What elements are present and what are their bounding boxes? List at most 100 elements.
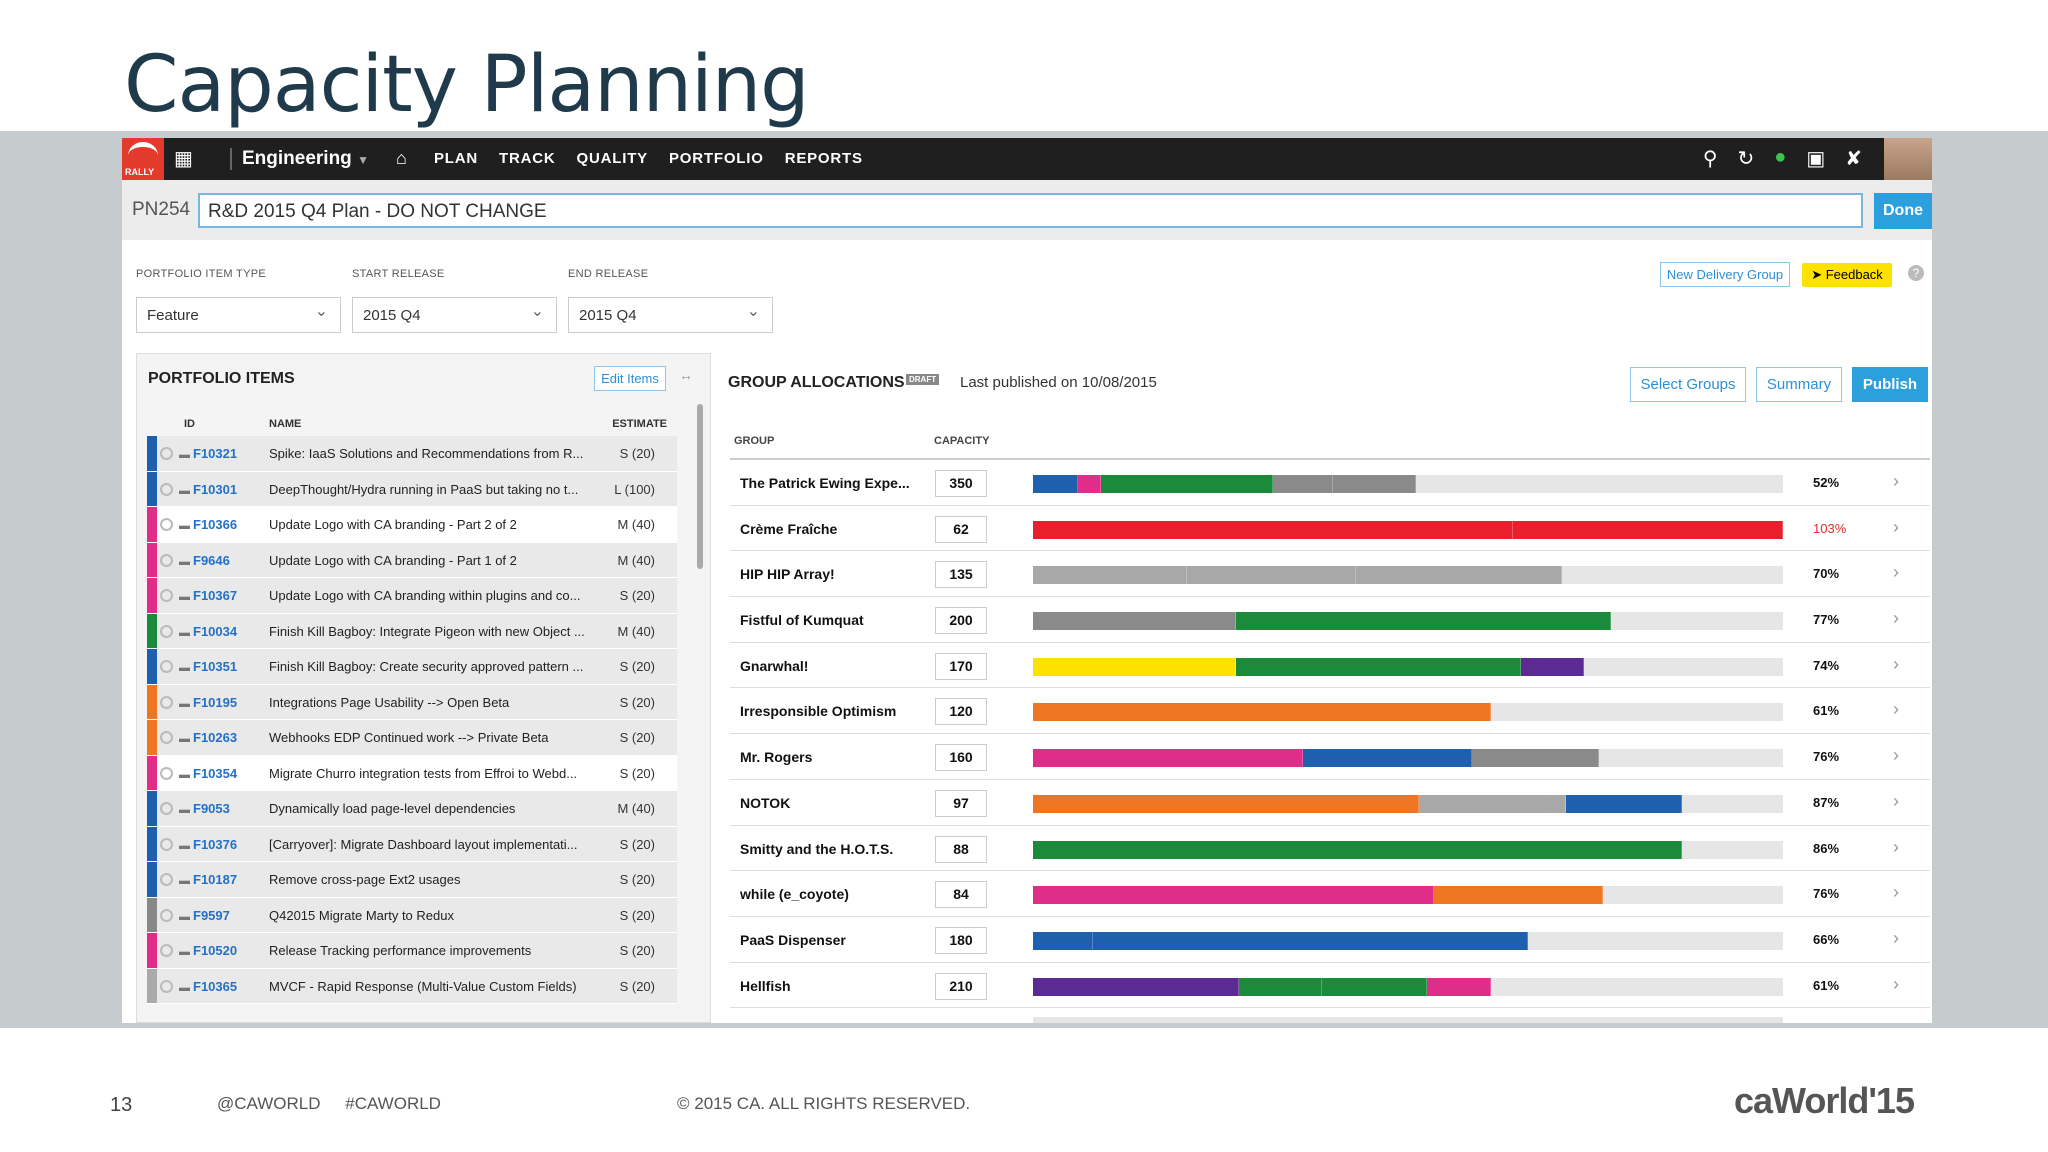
allocation-segment[interactable]: [1273, 475, 1333, 493]
group-name[interactable]: Crème Fraîche: [740, 520, 838, 537]
capacity-input[interactable]: 180: [935, 926, 987, 954]
item-id[interactable]: F10367: [179, 588, 237, 603]
allocation-segment[interactable]: [1186, 566, 1356, 585]
capacity-input[interactable]: 135: [935, 561, 987, 589]
nav-reports[interactable]: REPORTS: [784, 150, 863, 167]
table-row[interactable]: F10366 Update Logo with CA branding - Par…: [147, 507, 677, 543]
table-row[interactable]: F10263 Webhooks EDP Continued work --> Pr…: [147, 720, 677, 756]
gear-icon[interactable]: [160, 447, 173, 460]
allocation-segment[interactable]: [1093, 931, 1528, 950]
allocation-segment[interactable]: [1033, 749, 1303, 768]
allocation-segment[interactable]: [1078, 475, 1101, 493]
item-id[interactable]: F10321: [179, 446, 237, 461]
allocation-segment[interactable]: [1033, 612, 1236, 631]
capacity-input[interactable]: 88: [935, 835, 987, 863]
edit-items-button[interactable]: Edit Items: [594, 366, 666, 391]
table-row[interactable]: F10034 Finish Kill Bagboy: Integrate Pige…: [147, 613, 677, 649]
gear-icon[interactable]: [160, 873, 173, 886]
gear-icon[interactable]: [160, 660, 173, 673]
capacity-input[interactable]: 350: [935, 470, 987, 497]
allocation-segment[interactable]: [1033, 520, 1513, 539]
gear-icon[interactable]: [160, 979, 173, 993]
gear-icon[interactable]: [160, 802, 173, 815]
allocation-segment[interactable]: [1419, 794, 1566, 813]
group-row[interactable]: HIP HIP Array! 135 70% ›: [730, 551, 1930, 598]
end-release-select[interactable]: 2015 Q4: [568, 297, 773, 333]
start-release-select[interactable]: 2015 Q4: [352, 297, 557, 333]
group-name[interactable]: PaaS Dispenser: [740, 931, 846, 948]
chevron-right-icon[interactable]: ›: [1893, 745, 1899, 766]
item-id[interactable]: F10195: [179, 695, 237, 710]
allocation-segment[interactable]: [1033, 703, 1491, 722]
chevron-right-icon[interactable]: ›: [1893, 790, 1899, 811]
table-row[interactable]: F10367 Update Logo with CA branding withi…: [147, 578, 677, 614]
item-id[interactable]: F10376: [179, 837, 237, 852]
table-row[interactable]: F10301 DeepThought/Hydra running in PaaS …: [147, 471, 677, 507]
allocation-segment[interactable]: [1033, 475, 1078, 493]
item-id[interactable]: F10263: [179, 730, 237, 745]
item-id[interactable]: F10351: [179, 659, 237, 674]
allocation-segment[interactable]: [1239, 977, 1322, 996]
group-name[interactable]: Irresponsible Optimism: [740, 703, 897, 720]
item-id[interactable]: F10187: [179, 872, 237, 887]
briefcase-icon[interactable]: ▣: [1806, 148, 1826, 170]
group-row[interactable]: Irresponsible Optimism 120 61% ›: [730, 688, 1930, 735]
gear-icon[interactable]: [160, 837, 173, 851]
allocation-segment[interactable]: [1333, 475, 1416, 493]
scrollbar[interactable]: [697, 404, 703, 569]
group-name[interactable]: while (e_coyote): [740, 886, 849, 903]
gear-icon[interactable]: [160, 624, 173, 638]
chevron-right-icon[interactable]: ›: [1893, 973, 1899, 994]
gear-icon[interactable]: [160, 908, 173, 922]
allocation-segment[interactable]: [1235, 612, 1611, 631]
item-id[interactable]: F10365: [179, 979, 237, 994]
avatar[interactable]: [1884, 138, 1932, 180]
item-id[interactable]: F10034: [179, 624, 237, 639]
group-row[interactable]: Crème Fraîche 62 103% ›: [730, 506, 1930, 552]
summary-button[interactable]: Summary: [1756, 367, 1842, 402]
item-id[interactable]: F10354: [179, 766, 237, 781]
gear-icon[interactable]: [160, 553, 173, 567]
search-icon[interactable]: ⚲: [1702, 148, 1718, 170]
group-name[interactable]: Fistful of Kumquat: [740, 612, 864, 629]
table-row[interactable]: F9597 Q42015 Migrate Marty to Redux S (20): [147, 897, 677, 933]
chevron-right-icon[interactable]: ›: [1893, 562, 1899, 583]
publish-button[interactable]: Publish: [1852, 367, 1928, 402]
gear-icon[interactable]: [160, 766, 173, 780]
done-button[interactable]: Done: [1874, 193, 1932, 229]
group-name[interactable]: Smitty and the H.O.T.S.: [740, 840, 894, 857]
nav-portfolio[interactable]: PORTFOLIO: [668, 150, 764, 167]
header-name[interactable]: NAME: [269, 418, 302, 430]
chevron-right-icon[interactable]: ›: [1893, 882, 1899, 903]
table-row[interactable]: F10351 Finish Kill Bagboy: Create securit…: [147, 649, 677, 685]
chevron-right-icon[interactable]: ›: [1893, 471, 1899, 491]
capacity-input[interactable]: 200: [935, 607, 987, 635]
allocation-segment[interactable]: [1033, 657, 1236, 676]
chevron-right-icon[interactable]: ›: [1893, 653, 1899, 674]
allocation-segment[interactable]: [1426, 977, 1491, 996]
header-id[interactable]: ID: [184, 418, 195, 430]
workspace-picker[interactable]: Engineering ▼: [230, 148, 369, 170]
allocation-segment[interactable]: [1100, 475, 1273, 493]
allocation-segment[interactable]: [1033, 566, 1187, 585]
group-row[interactable]: NOTOK 97 87% ›: [730, 780, 1930, 826]
capacity-input[interactable]: 120: [935, 698, 987, 726]
group-row[interactable]: PaaS Dispenser 180 66% ›: [730, 917, 1930, 963]
group-name[interactable]: NOTOK: [740, 794, 791, 811]
table-row[interactable]: F10187 Remove cross-page Ext2 usages S (20…: [147, 862, 677, 898]
table-row[interactable]: F10376 [Carryover]: Migrate Dashboard lay…: [147, 826, 677, 862]
item-id[interactable]: F10520: [179, 943, 237, 958]
history-icon[interactable]: ↻: [1737, 148, 1755, 170]
group-row[interactable]: Smitty and the H.O.T.S. 88 86% ›: [730, 826, 1930, 872]
chevron-right-icon[interactable]: ›: [1893, 516, 1899, 537]
table-row[interactable]: F9053 Dynamically load page-level depende…: [147, 791, 677, 827]
home-icon[interactable]: ⌂: [396, 148, 407, 168]
new-delivery-group-button[interactable]: New Delivery Group: [1660, 262, 1790, 287]
gear-icon[interactable]: [160, 518, 173, 531]
feedback-button[interactable]: ➤ Feedback: [1802, 263, 1892, 287]
status-dot-icon[interactable]: ●: [1774, 146, 1787, 168]
help-icon[interactable]: ?: [1908, 265, 1924, 281]
allocation-segment[interactable]: [1033, 794, 1420, 813]
gear-icon[interactable]: [160, 695, 173, 709]
table-row[interactable]: F10195 Integrations Page Usability --> Op…: [147, 684, 677, 720]
